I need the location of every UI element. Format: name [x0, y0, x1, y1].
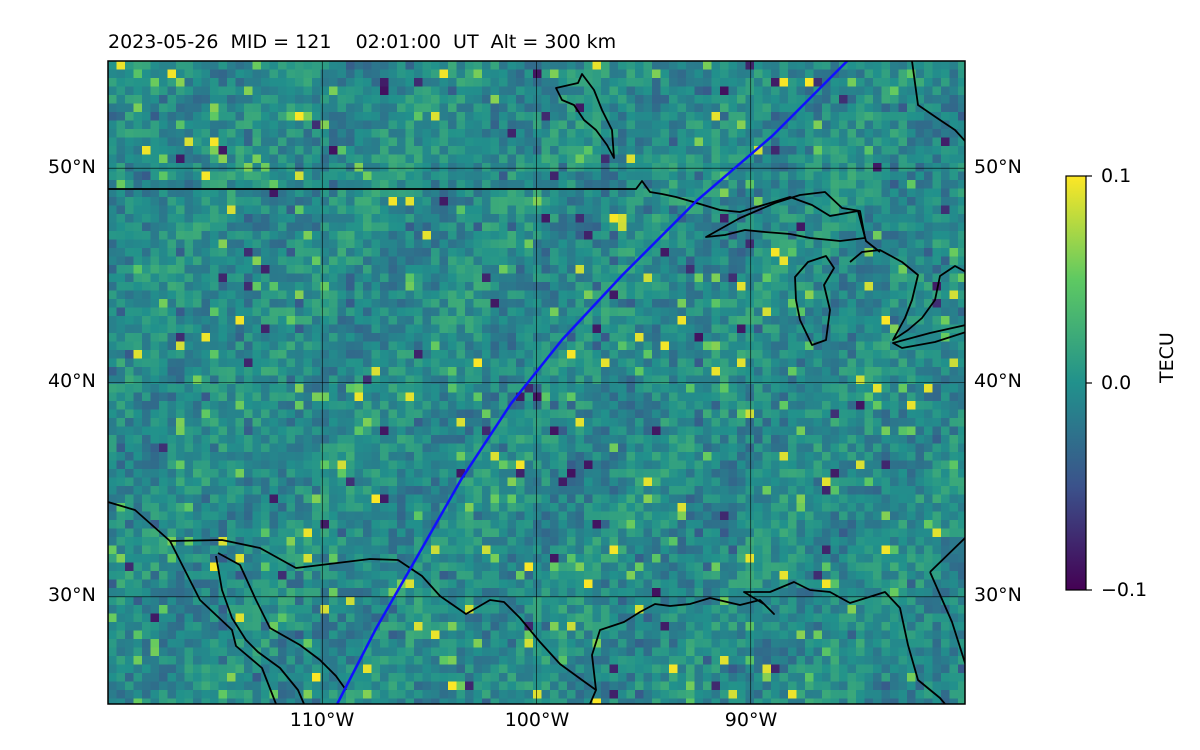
colorbar-label-max: 0.1	[1101, 165, 1132, 187]
lat-label-right-30: 30°N	[974, 584, 1022, 606]
lat-label-right-40: 40°N	[974, 370, 1022, 392]
lake-huron	[849, 249, 965, 341]
lon-label-110w: 110°W	[289, 709, 355, 731]
gulf-of-california	[217, 552, 347, 691]
lon-label-100w: 100°W	[504, 709, 570, 731]
colorbar-label-zero: 0.0	[1101, 372, 1132, 394]
title-time: 02:01:00	[355, 31, 441, 53]
baja-california	[169, 540, 277, 704]
graticule-grid	[108, 61, 965, 704]
title-time-unit: UT	[453, 31, 479, 53]
lat-label-left-40: 40°N	[48, 370, 96, 392]
hudson-bay-shore	[911, 61, 965, 143]
colorbar	[1065, 175, 1087, 591]
florida-coast	[929, 536, 965, 666]
lake-superior	[705, 191, 866, 242]
lake-michigan	[794, 255, 835, 346]
title-date: 2023-05-26	[108, 31, 219, 53]
title-mid: MID = 121	[230, 31, 332, 53]
satellite-track	[336, 61, 849, 704]
us-canada-border	[108, 180, 881, 253]
coastlines	[108, 61, 965, 704]
gulf-coast	[108, 501, 597, 704]
gulf-coast-east	[591, 581, 946, 704]
tec-field	[108, 61, 965, 704]
lon-label-90w: 90°W	[724, 709, 778, 731]
map-title: 2023-05-26 MID = 121 02:01:00 UT Alt = 3…	[108, 30, 616, 54]
colorbar-title: TECU	[1156, 332, 1178, 383]
lake-erie	[892, 324, 965, 349]
lat-label-right-50: 50°N	[974, 156, 1022, 178]
colorbar-ticks	[1086, 175, 1092, 591]
northern-island	[555, 73, 615, 159]
lat-label-left-50: 50°N	[48, 156, 96, 178]
baja-inner	[215, 555, 305, 704]
colorbar-label-min: −0.1	[1101, 579, 1148, 601]
map-frame	[107, 60, 966, 705]
lat-label-left-30: 30°N	[48, 584, 96, 606]
title-altitude: Alt = 300 km	[490, 31, 617, 53]
